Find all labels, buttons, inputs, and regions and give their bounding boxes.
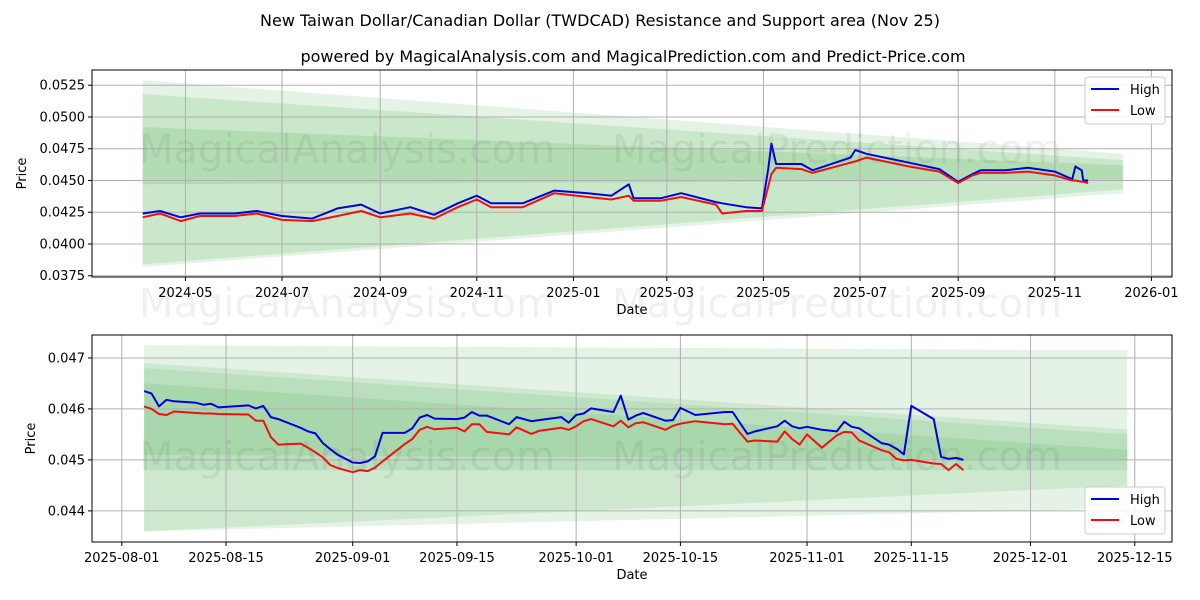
- watermark: MagicalAnalysis.com: [139, 434, 555, 480]
- legend: High Low: [1084, 486, 1166, 535]
- y-tick-label: 0.0475: [40, 142, 86, 157]
- x-tick-label: 2025-10-15: [643, 551, 719, 566]
- resistance-support-band: [144, 363, 1128, 532]
- legend-label-low: Low: [1130, 514, 1156, 529]
- axes-frame: [91, 69, 1173, 278]
- legend: High Low: [1084, 76, 1166, 125]
- x-tick-label: 2025-08-15: [188, 551, 264, 566]
- resistance-support-band: [142, 127, 1123, 185]
- x-tick-label: 2025-08-01: [84, 551, 160, 566]
- watermark: MagicalPrediction.com: [612, 281, 1062, 327]
- x-tick-label: 2025-11: [1028, 286, 1082, 301]
- x-tick-label: 2025-09: [931, 286, 985, 301]
- series-line-high: [142, 142, 1089, 220]
- x-tick-label: 2025-07: [833, 286, 887, 301]
- series-line-high: [143, 390, 964, 464]
- y-tick-label: 0.0425: [40, 206, 86, 221]
- axes-frame: [91, 334, 1173, 543]
- legend-label-high: High: [1130, 493, 1160, 508]
- x-tick-label: 2025-09-01: [315, 551, 391, 566]
- y-tick-label: 0.0500: [40, 110, 86, 125]
- x-tick-label: 2025-10-01: [538, 551, 614, 566]
- resistance-support-band: [142, 94, 1123, 265]
- legend-label-high: High: [1130, 83, 1160, 98]
- x-tick-label: 2025-01: [546, 286, 600, 301]
- resistance-support-band: [144, 383, 1128, 460]
- chart1-plot: 0.044 0.045 0.046 0.047 2025-08-01 2025-08-15…: [24, 334, 1173, 583]
- series-line-low: [142, 156, 1089, 223]
- x-tick-label: 2024-09: [353, 286, 407, 301]
- y-tick-label: 0.045: [48, 453, 85, 468]
- x-tick-label: 2024-05: [158, 286, 212, 301]
- chart-title: New Taiwan Dollar/Canadian Dollar (TWDCA…: [260, 11, 940, 30]
- y-tick-label: 0.047: [48, 351, 85, 366]
- y-axis-label: Price: [24, 423, 39, 455]
- x-tick-label: 2024-07: [255, 286, 309, 301]
- resistance-support-band: [144, 345, 1128, 532]
- watermark: MagicalPrediction.com: [612, 434, 1062, 480]
- x-tick-label: 2025-05: [736, 286, 790, 301]
- y-tick-label: 0.0525: [40, 79, 86, 94]
- series-line-low: [143, 405, 965, 474]
- y-axis-label: Price: [15, 158, 30, 190]
- x-tick-label: 2026-01: [1124, 286, 1178, 301]
- y-tick-label: 0.0400: [40, 237, 86, 252]
- x-tick-label: 2025-12-01: [993, 551, 1069, 566]
- chart0-plot: 0.0375 0.0400 0.0425 0.0450 0.0475 0.0500 0.05…: [15, 69, 1179, 327]
- x-tick-label: 2024-11: [450, 286, 504, 301]
- x-tick-label: 2025-11-01: [769, 551, 845, 566]
- x-tick-label: 2025-09-15: [419, 551, 495, 566]
- x-axis-label: Date: [616, 303, 647, 318]
- resistance-support-band: [144, 368, 1128, 471]
- y-tick-label: 0.0375: [40, 269, 86, 284]
- x-axis-label: Date: [616, 568, 647, 583]
- watermark: MagicalAnalysis.com: [139, 127, 555, 173]
- x-tick-label: 2025-11-15: [874, 551, 950, 566]
- watermark: MagicalAnalysis.com: [139, 281, 555, 327]
- y-tick-label: 0.044: [48, 504, 85, 519]
- legend-label-low: Low: [1130, 104, 1156, 119]
- x-tick-label: 2025-03: [640, 286, 694, 301]
- chart-subtitle: powered by MagicalAnalysis.com and Magic…: [300, 47, 965, 66]
- y-tick-label: 0.046: [48, 402, 85, 417]
- resistance-support-band: [142, 80, 1123, 267]
- y-tick-label: 0.0450: [40, 174, 86, 189]
- x-tick-label: 2025-12-15: [1097, 551, 1173, 566]
